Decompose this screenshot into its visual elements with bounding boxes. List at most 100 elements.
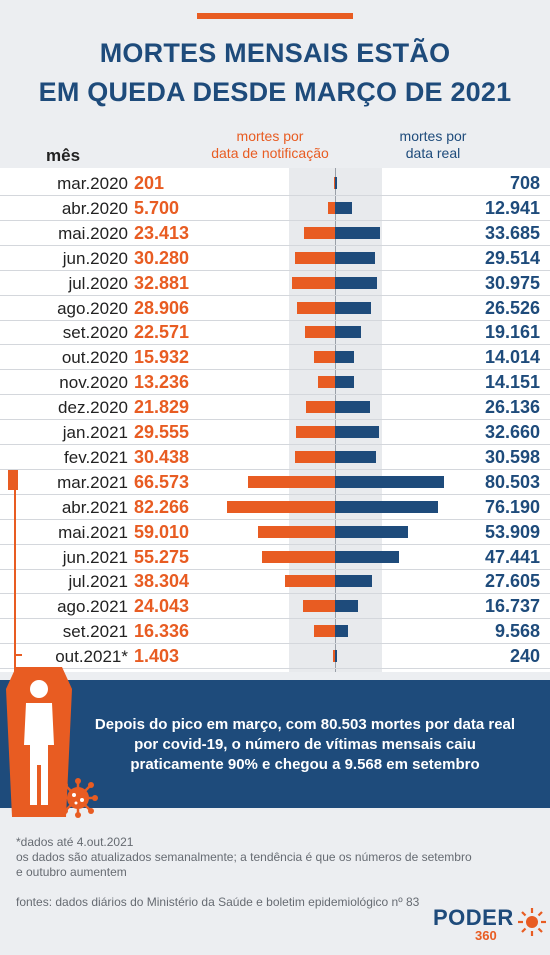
table-row: set.2020 22.571 19.161 — [0, 320, 550, 346]
notification-value: 66.573 — [134, 471, 190, 492]
real-date-value: 240 — [509, 646, 540, 667]
row-divider — [0, 344, 550, 346]
table-row: fev.2021 30.438 30.598 — [0, 445, 550, 470]
notification-bar — [297, 301, 335, 314]
notification-value: 13.236 — [134, 372, 190, 393]
notification-value: 201 — [134, 173, 165, 193]
notification-bar — [284, 575, 335, 588]
real-date-value: 76.190 — [484, 496, 540, 517]
notification-value: 38.304 — [134, 571, 190, 592]
real-date-bar — [335, 276, 377, 289]
month-label: out.2021* — [55, 647, 128, 667]
decline-bracket — [14, 490, 22, 656]
table-row: mai.2021 59.010 53.909 — [0, 520, 550, 545]
table-row: dez.2020 21.829 26.136 — [0, 395, 550, 421]
virus-icon — [58, 778, 98, 818]
real-date-value: 9.568 — [494, 621, 540, 642]
real-date-value: 27.605 — [484, 571, 540, 592]
row-divider — [0, 369, 550, 371]
month-label: abr.2020 — [61, 198, 128, 218]
notification-bar — [327, 201, 335, 214]
real-date-value: 12.941 — [484, 197, 540, 218]
real-date-value: 16.737 — [484, 596, 540, 617]
row-divider — [0, 219, 550, 221]
real-date-bar — [335, 177, 337, 189]
real-date-value: 80.503 — [484, 471, 540, 492]
row-divider — [0, 518, 550, 520]
callout-text: Depois do pico em março, com 80.503 mort… — [88, 715, 522, 775]
table-row: jul.2021 38.304 27.605 — [0, 569, 550, 595]
notification-bar — [262, 550, 335, 563]
real-date-value: 19.161 — [484, 322, 540, 343]
notification-bar — [313, 625, 335, 638]
table-row: abr.2021 82.266 76.190 — [0, 495, 550, 520]
month-label: out.2020 — [61, 348, 128, 368]
column-header-real-line2: data real — [405, 145, 461, 161]
table-row: ago.2021 24.043 16.737 — [0, 594, 550, 620]
row-divider — [0, 493, 550, 495]
real-date-bar — [335, 226, 381, 239]
real-date-bar — [335, 625, 348, 638]
row-divider — [0, 269, 550, 271]
chart-title-line1: MORTES MENSAIS ESTÃO — [99, 38, 451, 68]
column-header-month: mês — [46, 146, 81, 165]
row-divider — [0, 294, 550, 296]
logo-suffix: 360 — [475, 928, 497, 943]
notification-bar — [296, 426, 335, 438]
notification-bar — [333, 650, 335, 663]
notification-value: 22.571 — [134, 322, 190, 343]
notification-bar — [227, 500, 335, 513]
real-date-bar — [335, 525, 408, 538]
month-label: set.2021 — [62, 622, 128, 642]
real-date-bar — [335, 376, 355, 389]
month-label: mai.2021 — [58, 522, 128, 542]
real-date-bar — [335, 426, 380, 438]
month-label: set.2020 — [62, 323, 128, 343]
notification-bar — [247, 475, 335, 488]
month-label: jun.2021 — [62, 547, 128, 567]
real-date-value: 30.598 — [484, 446, 540, 467]
notification-value: 16.336 — [134, 621, 190, 642]
row-divider — [0, 419, 550, 421]
real-date-value: 14.151 — [484, 372, 540, 393]
table-row: jun.2020 30.280 29.514 — [0, 246, 550, 271]
real-date-bar — [335, 550, 399, 563]
row-divider — [0, 319, 550, 321]
notification-bar — [304, 226, 335, 239]
notification-bar — [257, 525, 335, 538]
month-label: nov.2020 — [59, 373, 128, 393]
row-divider — [0, 668, 550, 670]
real-date-value: 30.975 — [484, 272, 540, 293]
notification-bar — [295, 450, 335, 463]
month-label: fev.2021 — [64, 447, 128, 467]
column-header-notification-line2: data de notificação — [211, 145, 329, 161]
table-row: jan.2021 29.555 32.660 — [0, 420, 550, 445]
month-label: jun.2020 — [62, 248, 128, 268]
row-divider — [0, 543, 550, 545]
notification-bar — [305, 326, 335, 339]
month-label: jan.2021 — [62, 423, 128, 442]
coffin-icon — [6, 667, 72, 817]
row-divider — [0, 568, 550, 570]
real-date-value: 26.136 — [484, 397, 540, 418]
table-row: jul.2020 32.881 30.975 — [0, 271, 550, 296]
notification-bar — [303, 600, 335, 613]
notification-bar — [317, 376, 335, 389]
real-date-value: 47.441 — [484, 546, 540, 567]
logo-sun-icon — [518, 908, 546, 936]
real-date-bar — [335, 301, 371, 314]
notification-value: 32.881 — [134, 272, 190, 293]
real-date-value: 14.014 — [484, 347, 540, 368]
notification-value: 55.275 — [134, 546, 190, 567]
logo-wordmark: PODER — [433, 905, 514, 930]
real-date-value: 708 — [509, 173, 540, 193]
notification-value: 28.906 — [134, 297, 190, 318]
real-date-value: 26.526 — [484, 297, 540, 318]
real-date-value: 33.685 — [484, 222, 540, 243]
table-row: mar.2020 201 708 — [0, 171, 550, 196]
month-label: abr.2021 — [61, 497, 128, 517]
table-row: set.2021 16.336 9.568 — [0, 619, 550, 645]
footnote-update-line2: e outubro aumentem — [16, 865, 127, 879]
chart-title-line2: EM QUEDA DESDE MARÇO DE 2021 — [38, 77, 512, 107]
callout-line3: praticamente 90% e chegou a 9.568 em set… — [130, 756, 480, 773]
